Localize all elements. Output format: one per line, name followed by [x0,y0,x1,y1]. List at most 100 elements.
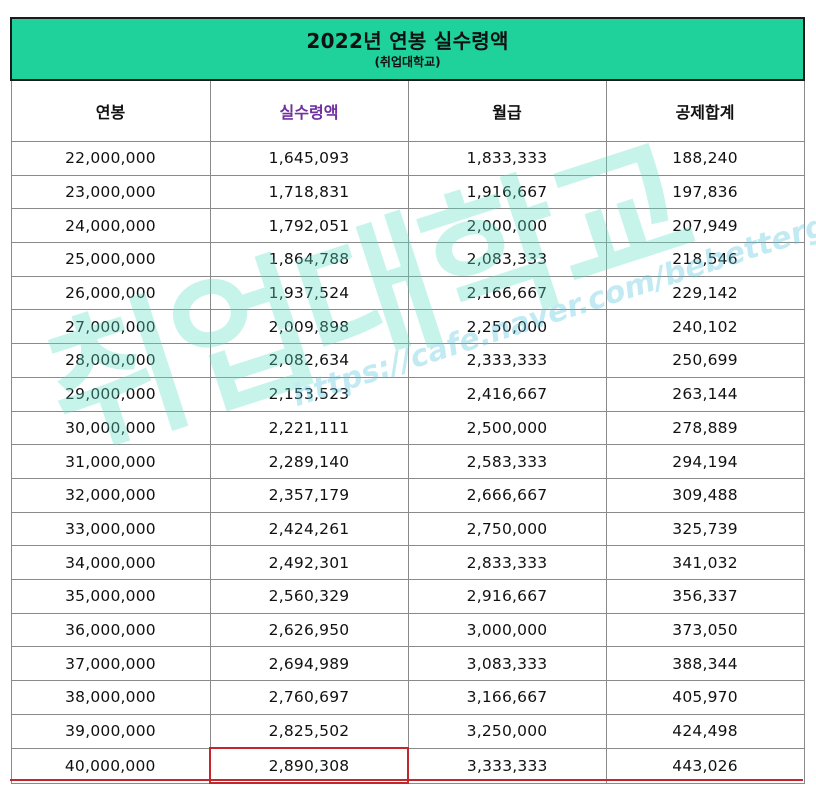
deduction-cell: 229,142 [605,275,805,311]
column-header-monthly: 월급 [407,79,607,142]
table-row: 23,000,000 1,718,831 1,916,667 197,836 [10,174,805,210]
monthly-cell: 3,333,333 [407,747,607,784]
monthly-cell: 3,083,333 [407,646,607,681]
monthly-cell: 2,583,333 [407,444,607,479]
table-row: 28,000,000 2,082,634 2,333,333 250,699 [10,343,805,378]
table-row: 37,000,000 2,694,989 3,083,333 388,344 [10,646,805,681]
deduction-cell: 218,546 [605,242,805,277]
table-row: 36,000,000 2,626,950 3,000,000 373,050 [10,612,805,648]
net-pay-cell: 1,718,831 [209,174,409,210]
table-row: 32,000,000 2,357,179 2,666,667 309,488 [10,477,805,513]
monthly-cell: 2,916,667 [407,578,607,614]
title-banner: 2022년 연봉 실수령액 (취업대학교) [9,17,806,81]
salary-cell: 28,000,000 [10,343,211,378]
salary-cell: 24,000,000 [10,208,211,244]
column-header-net-pay: 실수령액 [209,79,409,142]
deduction-cell: 424,498 [605,713,805,749]
highlight-underline [10,779,803,781]
net-pay-cell: 2,082,634 [209,343,409,378]
monthly-cell: 3,166,667 [407,680,607,715]
salary-cell: 36,000,000 [10,612,211,648]
monthly-cell: 2,500,000 [407,410,607,446]
salary-cell: 33,000,000 [10,511,211,547]
deduction-cell: 356,337 [605,578,805,614]
deduction-cell: 240,102 [605,309,805,345]
net-pay-cell: 2,560,329 [209,578,409,614]
monthly-cell: 2,166,667 [407,275,607,311]
monthly-cell: 2,083,333 [407,242,607,277]
page-subtitle: (취업대학교) [374,55,441,69]
deduction-cell: 197,836 [605,174,805,210]
table-row: 33,000,000 2,424,261 2,750,000 325,739 [10,511,805,547]
monthly-cell: 2,250,000 [407,309,607,345]
table-row: 29,000,000 2,153,523 2,416,667 263,144 [10,376,805,412]
deduction-cell: 388,344 [605,646,805,681]
net-pay-cell: 2,626,950 [209,612,409,648]
page-title: 2022년 연봉 실수령액 [306,29,509,53]
salary-cell: 30,000,000 [10,410,211,446]
salary-cell: 25,000,000 [10,242,211,277]
deduction-cell: 325,739 [605,511,805,547]
salary-cell: 38,000,000 [10,680,211,715]
monthly-cell: 2,750,000 [407,511,607,547]
net-pay-cell: 2,825,502 [209,713,409,749]
salary-cell: 23,000,000 [10,174,211,210]
deduction-cell: 294,194 [605,444,805,479]
salary-table: 2022년 연봉 실수령액 (취업대학교) 연봉 실수령액 월급 공제합계 22… [9,17,806,785]
deduction-cell: 278,889 [605,410,805,446]
net-pay-cell: 2,694,989 [209,646,409,681]
table-row: 25,000,000 1,864,788 2,083,333 218,546 [10,242,805,277]
net-pay-cell: 1,645,093 [209,141,409,176]
monthly-cell: 1,833,333 [407,141,607,176]
net-pay-cell: 2,289,140 [209,444,409,479]
table-body: 22,000,000 1,645,093 1,833,333 188,240 23,00… [10,141,805,785]
salary-cell: 32,000,000 [10,477,211,513]
table-row: 24,000,000 1,792,051 2,000,000 207,949 [10,208,805,244]
net-pay-cell: 2,424,261 [209,511,409,547]
monthly-cell: 3,000,000 [407,612,607,648]
deduction-cell: 341,032 [605,545,805,580]
table-row: 26,000,000 1,937,524 2,166,667 229,142 [10,275,805,311]
salary-cell: 29,000,000 [10,376,211,412]
monthly-cell: 1,916,667 [407,174,607,210]
salary-cell: 34,000,000 [10,545,211,580]
salary-cell: 37,000,000 [10,646,211,681]
table-row: 27,000,000 2,009,898 2,250,000 240,102 [10,309,805,345]
deduction-cell: 188,240 [605,141,805,176]
salary-cell: 39,000,000 [10,713,211,749]
net-pay-cell: 2,153,523 [209,376,409,412]
table-row: 38,000,000 2,760,697 3,166,667 405,970 [10,680,805,715]
monthly-cell: 2,333,333 [407,343,607,378]
salary-cell: 22,000,000 [10,141,211,176]
deduction-cell: 373,050 [605,612,805,648]
net-pay-cell: 2,492,301 [209,545,409,580]
deduction-cell: 443,026 [605,747,805,784]
monthly-cell: 2,833,333 [407,545,607,580]
net-pay-cell: 2,890,308 [209,747,409,785]
salary-cell: 40,000,000 [10,747,211,784]
net-pay-cell: 1,937,524 [209,275,409,311]
net-pay-cell: 2,357,179 [209,477,409,513]
net-pay-cell: 2,760,697 [209,680,409,715]
deduction-cell: 250,699 [605,343,805,378]
table-row: 22,000,000 1,645,093 1,833,333 188,240 [10,141,805,176]
header-row: 연봉 실수령액 월급 공제합계 [10,79,805,142]
net-pay-cell: 1,792,051 [209,208,409,244]
table-row: 31,000,000 2,289,140 2,583,333 294,194 [10,444,805,479]
table-row: 40,000,000 2,890,308 3,333,333 443,026 [10,747,805,785]
table-row: 35,000,000 2,560,329 2,916,667 356,337 [10,578,805,614]
monthly-cell: 2,416,667 [407,376,607,412]
net-pay-cell: 2,009,898 [209,309,409,345]
table-row: 34,000,000 2,492,301 2,833,333 341,032 [10,545,805,580]
net-pay-cell: 2,221,111 [209,410,409,446]
deduction-cell: 207,949 [605,208,805,244]
net-pay-cell: 1,864,788 [209,242,409,277]
salary-cell: 26,000,000 [10,275,211,311]
column-header-deduction: 공제합계 [605,79,805,142]
table-row: 30,000,000 2,221,111 2,500,000 278,889 [10,410,805,446]
column-header-salary: 연봉 [10,79,211,142]
deduction-cell: 263,144 [605,376,805,412]
deduction-cell: 405,970 [605,680,805,715]
deduction-cell: 309,488 [605,477,805,513]
monthly-cell: 3,250,000 [407,713,607,749]
